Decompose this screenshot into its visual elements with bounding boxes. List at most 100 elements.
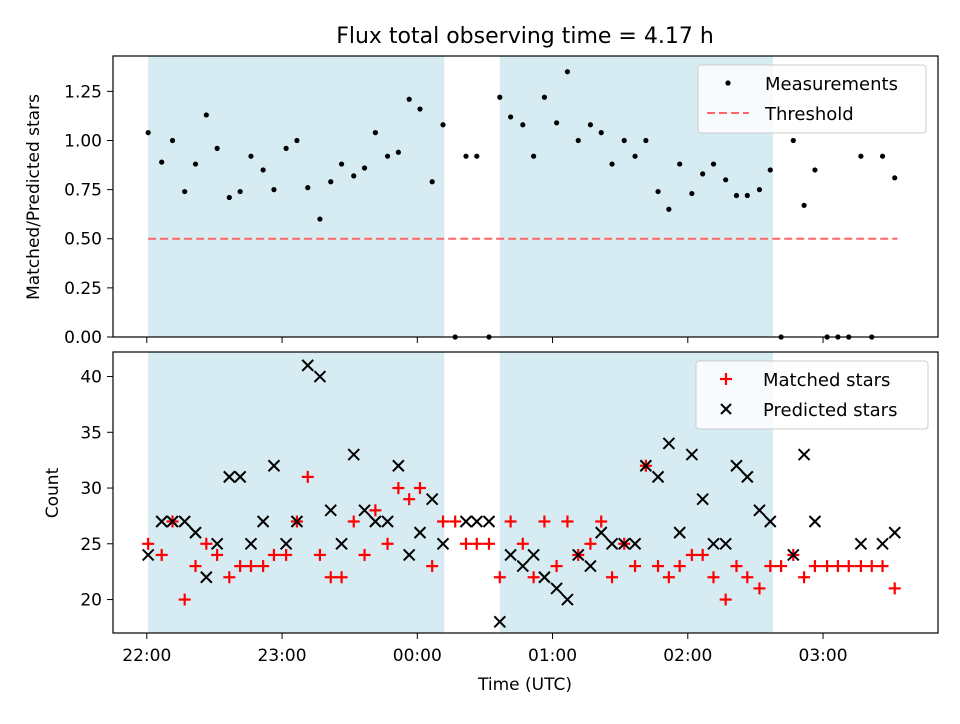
predicted-point: [381, 515, 394, 528]
matched-point: [482, 537, 495, 550]
measurement-point: [395, 149, 401, 155]
predicted-point: [482, 515, 496, 528]
matched-point: [876, 560, 889, 573]
matched-point: [267, 548, 280, 561]
matched-point: [673, 560, 686, 573]
matched-point: [753, 582, 766, 595]
matched-point: [584, 537, 597, 550]
matched-point: [200, 537, 213, 550]
predicted-point: [662, 437, 676, 450]
measurement-point: [801, 202, 807, 208]
measurement-point: [609, 161, 615, 167]
measurement-point: [338, 161, 345, 167]
measurement-point: [328, 179, 334, 185]
predicted-point: [685, 448, 699, 461]
bottom-y-axis-label: Count: [43, 467, 63, 518]
measurement-point: [145, 130, 151, 136]
measurement-point: [710, 161, 717, 167]
x-tick-label: 23:00: [258, 646, 307, 666]
predicted-point: [223, 470, 236, 484]
y-tick-label: 20: [80, 591, 102, 611]
measurement-point: [305, 185, 311, 191]
matched-point: [842, 560, 855, 573]
measurement-point: [226, 194, 232, 201]
measurement-point: [294, 137, 300, 144]
measurement-point: [767, 167, 773, 173]
matched-point: [470, 537, 483, 550]
measurement-point: [744, 192, 750, 199]
measurement-point: [214, 145, 220, 151]
matched-point: [459, 537, 472, 550]
predicted-point: [347, 448, 360, 461]
predicted-point: [200, 571, 213, 584]
bottom-predicted-points: [141, 359, 901, 629]
predicted-point: [141, 548, 155, 562]
legend-measurements-label: Measurements: [765, 74, 898, 95]
measurement-point: [429, 179, 435, 185]
top-y-ticks: 0.00 0.25 0.50 0.75 1.00 1.25: [64, 82, 113, 348]
measurement-point: [587, 122, 594, 128]
measurement-point: [260, 167, 266, 173]
measurement-point: [733, 192, 740, 199]
matched-point: [550, 560, 563, 573]
measurement-point: [689, 190, 695, 197]
predicted-point: [572, 548, 585, 562]
legend-matched-marker: [720, 373, 732, 385]
matched-point: [730, 560, 743, 573]
measurement-point: [677, 161, 683, 167]
predicted-point: [369, 515, 382, 528]
predicted-point: [808, 515, 822, 528]
predicted-point: [358, 504, 371, 517]
predicted-point: [538, 571, 551, 584]
predicted-point: [719, 537, 732, 551]
y-tick-label: 0.00: [64, 328, 102, 348]
predicted-point: [696, 492, 709, 506]
predicted-point: [267, 459, 281, 472]
measurement-point: [879, 153, 886, 159]
y-tick-label: 0.75: [64, 181, 102, 201]
predicted-point: [324, 504, 337, 517]
predicted-point: [854, 537, 868, 551]
matched-point: [629, 560, 642, 573]
matched-point: [301, 470, 314, 483]
predicted-point: [189, 526, 202, 539]
measurement-point: [700, 171, 706, 177]
matched-point: [888, 582, 901, 595]
predicted-point: [301, 359, 314, 372]
y-tick-label: 1.00: [64, 131, 102, 151]
matched-point: [854, 560, 867, 573]
matched-point: [696, 548, 709, 561]
measurement-point: [564, 69, 571, 75]
predicted-point: [550, 582, 563, 595]
matched-point: [798, 571, 811, 584]
measurement-point: [643, 137, 649, 144]
matched-point: [719, 593, 732, 606]
measurement-point: [417, 106, 423, 112]
y-tick-label: 40: [80, 368, 102, 388]
measurement-point: [384, 153, 391, 159]
matched-point: [449, 515, 462, 528]
measurement-point: [317, 216, 323, 222]
predicted-point: [639, 459, 653, 472]
predicted-point: [618, 537, 631, 551]
measurement-point: [790, 137, 796, 144]
measurement-point: [575, 137, 581, 144]
predicted-point: [876, 537, 889, 551]
predicted-point: [335, 537, 348, 551]
top-legend-box: [697, 64, 927, 134]
measurement-point: [271, 187, 277, 193]
predicted-point: [425, 492, 439, 506]
predicted-point: [233, 470, 247, 484]
predicted-point: [244, 537, 258, 551]
bottom-legend-box: [695, 360, 929, 430]
chart-title: Flux total observing time = 4.17 h: [336, 24, 714, 49]
predicted-point: [673, 526, 686, 539]
predicted-point: [155, 515, 168, 528]
predicted-point: [787, 548, 800, 562]
predicted-point: [730, 459, 743, 472]
matched-point: [347, 515, 360, 528]
bottom-legend: Matched stars Predicted stars: [695, 360, 929, 430]
measurement-point: [406, 96, 412, 102]
predicted-point: [504, 548, 517, 562]
matched-point: [527, 571, 540, 584]
